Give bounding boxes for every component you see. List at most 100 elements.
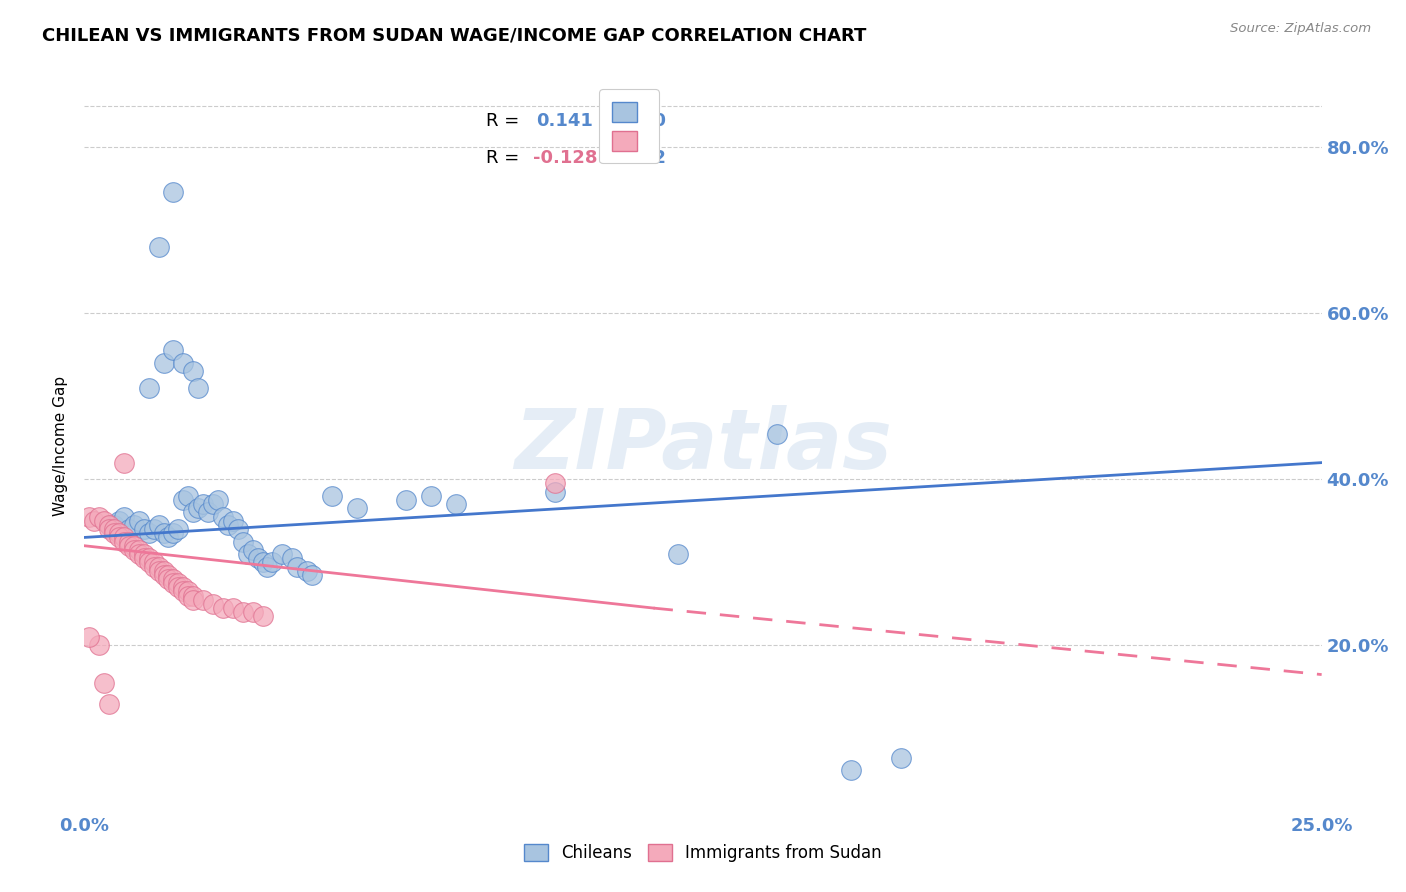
Point <box>242 605 264 619</box>
Point <box>177 489 200 503</box>
Point <box>132 522 155 536</box>
Point <box>112 530 135 544</box>
Point <box>138 555 160 569</box>
Point <box>138 526 160 541</box>
Point <box>162 186 184 200</box>
Point <box>202 597 225 611</box>
Point <box>138 551 160 566</box>
Text: N =: N = <box>592 112 643 130</box>
Point <box>83 514 105 528</box>
Point <box>252 609 274 624</box>
Point <box>207 493 229 508</box>
Point <box>157 530 180 544</box>
Point <box>142 559 165 574</box>
Point <box>321 489 343 503</box>
Point <box>148 518 170 533</box>
Point <box>103 522 125 536</box>
Point <box>890 750 912 764</box>
Point <box>191 592 214 607</box>
Point <box>301 567 323 582</box>
Point <box>444 497 467 511</box>
Point <box>543 484 565 499</box>
Point <box>93 676 115 690</box>
Point <box>108 514 131 528</box>
Point <box>217 518 239 533</box>
Point <box>118 534 141 549</box>
Point <box>346 501 368 516</box>
Point <box>187 501 209 516</box>
Point <box>122 539 145 553</box>
Point <box>841 763 863 777</box>
Point <box>172 584 194 599</box>
Text: CHILEAN VS IMMIGRANTS FROM SUDAN WAGE/INCOME GAP CORRELATION CHART: CHILEAN VS IMMIGRANTS FROM SUDAN WAGE/IN… <box>42 27 866 45</box>
Point <box>256 559 278 574</box>
Point <box>118 522 141 536</box>
Point <box>212 601 235 615</box>
Point <box>419 489 441 503</box>
Point <box>79 509 101 524</box>
Point <box>98 518 121 533</box>
Point <box>93 514 115 528</box>
Text: 0.141: 0.141 <box>536 112 593 130</box>
Point <box>187 381 209 395</box>
Point <box>232 534 254 549</box>
Point <box>285 559 308 574</box>
Point <box>148 239 170 253</box>
Point <box>177 589 200 603</box>
Point <box>666 547 689 561</box>
Point <box>103 518 125 533</box>
Point <box>152 526 174 541</box>
Text: ZIPatlas: ZIPatlas <box>515 406 891 486</box>
Point <box>118 539 141 553</box>
Point <box>142 522 165 536</box>
Point <box>191 497 214 511</box>
Point <box>295 564 318 578</box>
Point <box>122 518 145 533</box>
Point <box>167 580 190 594</box>
Point <box>766 426 789 441</box>
Point <box>172 493 194 508</box>
Point <box>181 506 204 520</box>
Point <box>79 630 101 644</box>
Point <box>98 522 121 536</box>
Legend: , : , <box>599 89 658 163</box>
Point <box>212 509 235 524</box>
Point <box>152 356 174 370</box>
Point <box>236 547 259 561</box>
Point <box>197 506 219 520</box>
Point <box>98 518 121 533</box>
Point <box>152 564 174 578</box>
Legend: Chileans, Immigrants from Sudan: Chileans, Immigrants from Sudan <box>516 836 890 871</box>
Point <box>98 697 121 711</box>
Point <box>152 567 174 582</box>
Point <box>162 526 184 541</box>
Point <box>395 493 418 508</box>
Point <box>148 559 170 574</box>
Point <box>162 343 184 358</box>
Y-axis label: Wage/Income Gap: Wage/Income Gap <box>53 376 69 516</box>
Point <box>142 555 165 569</box>
Point <box>132 551 155 566</box>
Point <box>157 567 180 582</box>
Point <box>181 589 204 603</box>
Point <box>89 509 111 524</box>
Point <box>202 497 225 511</box>
Point <box>172 356 194 370</box>
Text: 50: 50 <box>641 112 666 130</box>
Point <box>162 572 184 586</box>
Point <box>112 456 135 470</box>
Point <box>128 542 150 557</box>
Point <box>108 526 131 541</box>
Point <box>222 514 245 528</box>
Point <box>242 542 264 557</box>
Point <box>167 522 190 536</box>
Point <box>138 381 160 395</box>
Point <box>157 572 180 586</box>
Point <box>181 592 204 607</box>
Point <box>89 639 111 653</box>
Point <box>246 551 269 566</box>
Point <box>103 526 125 541</box>
Point <box>262 555 284 569</box>
Point <box>177 584 200 599</box>
Point <box>167 576 190 591</box>
